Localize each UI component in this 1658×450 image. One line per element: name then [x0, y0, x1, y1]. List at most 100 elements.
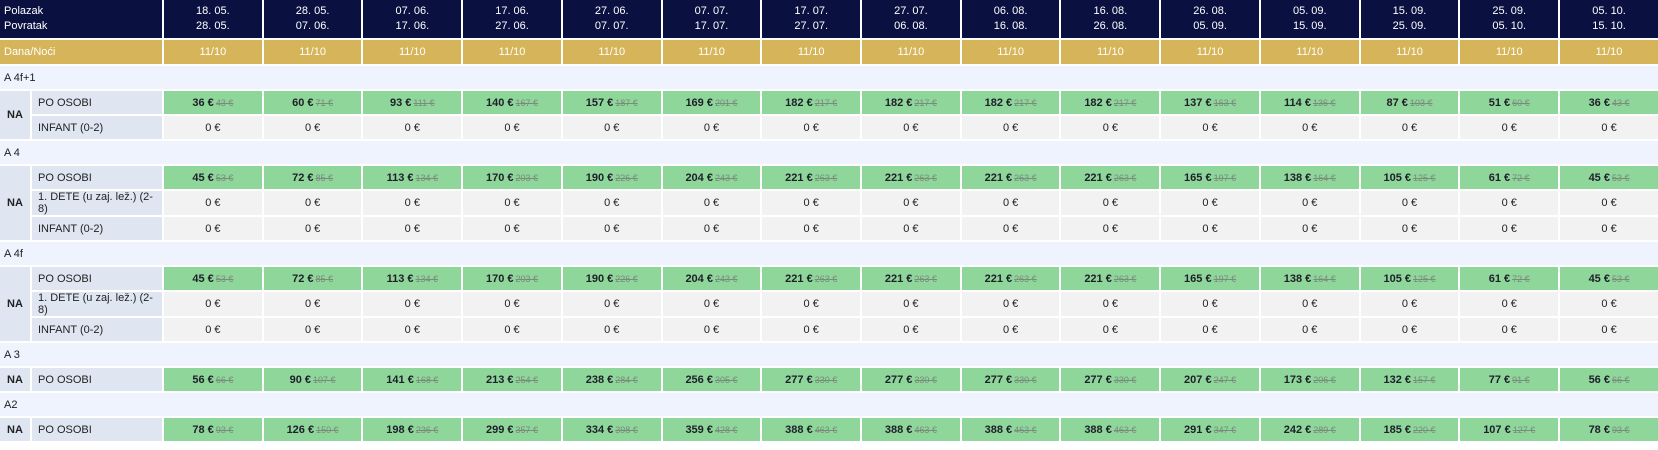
price-cell[interactable]: 157 €187 € [562, 91, 661, 114]
price-cell[interactable]: 114 €136 € [1260, 91, 1359, 114]
price-cell[interactable]: 45 €53 € [1560, 166, 1658, 189]
price-cell[interactable]: 256 €305 € [662, 368, 761, 391]
price-cell[interactable]: 185 €220 € [1360, 418, 1459, 441]
price-row: 1. DETE (u zaj. lež.) (2-8) 0 €0 €0 €0 €0… [0, 191, 1658, 215]
price-cell[interactable]: 173 €206 € [1260, 368, 1359, 391]
price-cell[interactable]: 141 €168 € [363, 368, 462, 391]
price-cell[interactable]: 45 €53 € [164, 166, 262, 189]
price-cell[interactable]: 45 €53 € [1560, 267, 1658, 290]
price-cell[interactable]: 105 €125 € [1360, 267, 1459, 290]
price-cell[interactable]: 45 €53 € [164, 267, 262, 290]
price: 105 € [1383, 272, 1411, 285]
price-cell[interactable]: 165 €197 € [1161, 166, 1259, 189]
price-cell[interactable]: 221 €263 € [1061, 166, 1160, 189]
price-cell[interactable]: 190 €226 € [562, 267, 661, 290]
price-cell[interactable]: 138 €164 € [1260, 166, 1359, 189]
price-cell[interactable]: 198 €236 € [363, 418, 462, 441]
price-cell[interactable]: 138 €164 € [1260, 267, 1359, 290]
price: 105 € [1383, 171, 1411, 184]
price-cell[interactable]: 72 €85 € [263, 267, 362, 290]
return-date: 07. 06. [295, 20, 330, 32]
price-cell[interactable]: 388 €463 € [862, 418, 960, 441]
price-cell[interactable]: 182 €217 € [762, 91, 861, 114]
price-cell: 0 € [363, 318, 462, 341]
price-cell[interactable]: 61 €72 € [1460, 166, 1559, 189]
price-cell[interactable]: 213 €254 € [463, 368, 561, 391]
price-cell[interactable]: 334 €398 € [562, 418, 661, 441]
price-cell[interactable]: 132 €157 € [1360, 368, 1459, 391]
price-cell[interactable]: 170 €203 € [463, 267, 561, 290]
old-price: 53 € [215, 172, 234, 183]
price-cell[interactable]: 221 €263 € [1061, 267, 1160, 290]
price-cell[interactable]: 87 €103 € [1360, 91, 1459, 114]
price-cell[interactable]: 182 €217 € [862, 91, 960, 114]
price-cell[interactable]: 105 €125 € [1360, 166, 1459, 189]
price-cell[interactable]: 388 €463 € [1061, 418, 1160, 441]
price-cell[interactable]: 221 €263 € [862, 166, 960, 189]
price-cell[interactable]: 388 €463 € [961, 418, 1060, 441]
price-cell[interactable]: 78 €93 € [1560, 418, 1658, 441]
price-cell[interactable]: 165 €197 € [1161, 267, 1259, 290]
term-dates[interactable]: 18. 05. 28. 05. [164, 0, 262, 38]
old-price: 330 € [1113, 374, 1137, 385]
term-dates[interactable]: 05. 10. 15. 10. [1560, 0, 1658, 38]
term-dates[interactable]: 17. 06. 27. 06. [463, 0, 561, 38]
price-cell[interactable]: 60 €71 € [263, 91, 362, 114]
price-cell[interactable]: 221 €263 € [862, 267, 960, 290]
price-cell[interactable]: 277 €330 € [762, 368, 861, 391]
price-cell[interactable]: 113 €134 € [363, 267, 462, 290]
price-cell[interactable]: 113 €134 € [363, 166, 462, 189]
price-cell[interactable]: 72 €85 € [263, 166, 362, 189]
price: 388 € [1084, 423, 1112, 436]
price-cell[interactable]: 56 €66 € [1560, 368, 1658, 391]
term-dates[interactable]: 07. 06. 17. 06. [363, 0, 462, 38]
price-cell[interactable]: 182 €217 € [1061, 91, 1160, 114]
price-cell[interactable]: 56 €66 € [164, 368, 262, 391]
term-dates[interactable]: 16. 08. 26. 08. [1061, 0, 1160, 38]
term-dates[interactable]: 15. 09. 25. 09. [1360, 0, 1459, 38]
price-cell[interactable]: 36 €43 € [1560, 91, 1658, 114]
price-cell[interactable]: 204 €243 € [662, 267, 761, 290]
price-cell[interactable]: 77 €91 € [1460, 368, 1559, 391]
price-cell[interactable]: 93 €111 € [363, 91, 462, 114]
price-cell[interactable]: 277 €330 € [862, 368, 960, 391]
price-cell[interactable]: 299 €357 € [463, 418, 561, 441]
price-cell[interactable]: 51 €60 € [1460, 91, 1559, 114]
price-cell[interactable]: 277 €330 € [961, 368, 1060, 391]
term-dates[interactable]: 28. 05. 07. 06. [263, 0, 362, 38]
term-dates[interactable]: 17. 07. 27. 07. [762, 0, 861, 38]
price-cell[interactable]: 169 €201 € [662, 91, 761, 114]
price-cell[interactable]: 221 €263 € [961, 166, 1060, 189]
term-dates[interactable]: 05. 09. 15. 09. [1260, 0, 1359, 38]
price-cell[interactable]: 221 €263 € [961, 267, 1060, 290]
price-cell[interactable]: 207 €247 € [1161, 368, 1259, 391]
price-cell[interactable]: 61 €72 € [1460, 267, 1559, 290]
price-cell[interactable]: 107 €127 € [1460, 418, 1559, 441]
price-cell[interactable]: 359 €428 € [662, 418, 761, 441]
price-cell[interactable]: 137 €163 € [1161, 91, 1259, 114]
term-dates[interactable]: 27. 06. 07. 07. [562, 0, 661, 38]
term-dates[interactable]: 27. 07. 06. 08. [862, 0, 960, 38]
price-cell[interactable]: 36 €43 € [164, 91, 262, 114]
price-cell[interactable]: 182 €217 € [961, 91, 1060, 114]
term-dates[interactable]: 25. 09. 05. 10. [1460, 0, 1559, 38]
price-cell[interactable]: 291 €347 € [1161, 418, 1259, 441]
price-cell[interactable]: 90 €107 € [263, 368, 362, 391]
price-cell[interactable]: 204 €243 € [662, 166, 761, 189]
price-cell[interactable]: 190 €226 € [562, 166, 661, 189]
term-dates[interactable]: 07. 07. 17. 07. [662, 0, 761, 38]
price-cell[interactable]: 221 €263 € [762, 267, 861, 290]
old-price: 85 € [315, 273, 334, 284]
term-dates[interactable]: 06. 08. 16. 08. [961, 0, 1060, 38]
price-cell[interactable]: 242 €289 € [1260, 418, 1359, 441]
old-price: 243 € [714, 273, 738, 284]
price-cell[interactable]: 238 €284 € [562, 368, 661, 391]
term-dates[interactable]: 26. 08. 05. 09. [1161, 0, 1259, 38]
price-cell[interactable]: 78 €93 € [164, 418, 262, 441]
price-cell[interactable]: 221 €263 € [762, 166, 861, 189]
price-cell[interactable]: 140 €167 € [463, 91, 561, 114]
price-cell[interactable]: 277 €330 € [1061, 368, 1160, 391]
price-cell[interactable]: 388 €463 € [762, 418, 861, 441]
price-cell[interactable]: 170 €203 € [463, 166, 561, 189]
price-cell[interactable]: 126 €150 € [263, 418, 362, 441]
